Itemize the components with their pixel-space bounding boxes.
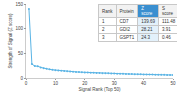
svg-text:0: 0 [21,76,24,81]
html-text:GDI2: GDI2 [119,27,130,32]
html-text:3.91: 3.91 [162,27,171,32]
html-text:3: 3 [102,35,105,40]
svg-text:20: 20 [82,81,88,86]
html-text:1: 1 [102,19,105,24]
svg-text:10: 10 [53,81,59,86]
html-text:24.3: 24.3 [141,35,150,40]
svg-text:Signal Rank (Top 50): Signal Rank (Top 50) [78,87,121,92]
html-text:111.48: 111.48 [162,19,176,24]
html-text:Z score: Z score [141,6,153,16]
html-text:28.21: 28.21 [141,27,153,32]
html-text:Protein: Protein [119,8,134,14]
svg-text:50: 50 [18,51,24,56]
svg-text:Strength of Signal (Z score): Strength of Signal (Z score) [8,13,13,69]
html-text:139.69: 139.69 [141,19,155,24]
html-text:S score: S score [162,6,174,16]
svg-text:50: 50 [170,81,176,86]
svg-text:30: 30 [112,81,118,86]
svg-text:40: 40 [141,81,147,86]
html-text:2: 2 [102,27,105,32]
html-text:CD7: CD7 [119,19,129,24]
svg-text:0: 0 [25,81,28,86]
html-text:GSPT1: GSPT1 [119,35,135,40]
svg-text:100: 100 [16,26,24,31]
html-text:0.46: 0.46 [162,35,171,40]
svg-text:150: 150 [16,2,24,7]
html-text:Rank: Rank [102,8,113,14]
